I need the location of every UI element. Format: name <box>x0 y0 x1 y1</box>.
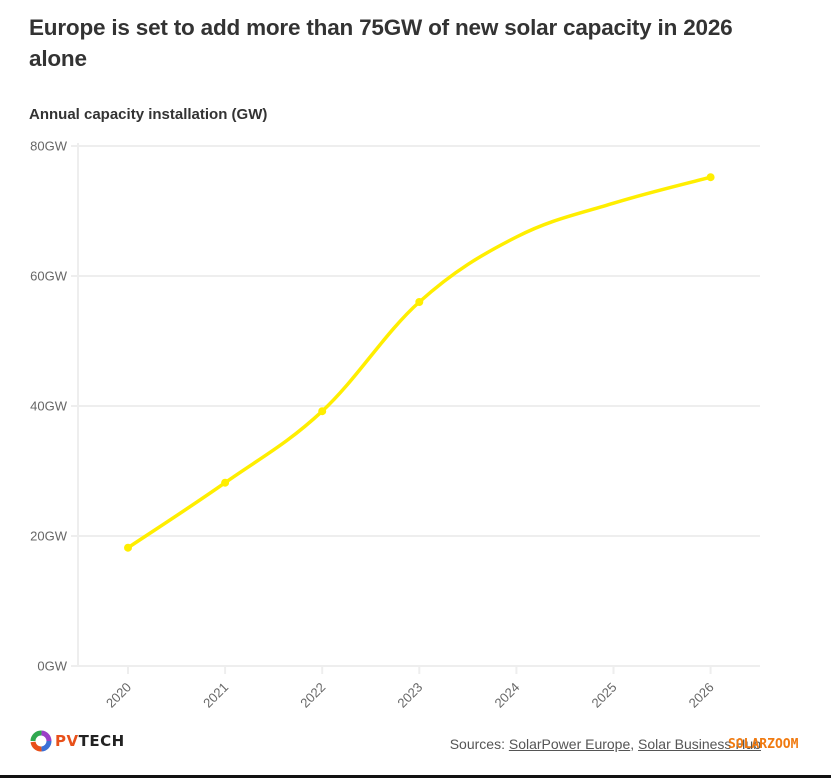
x-axis-ticks: 2020 2021 2022 2023 2024 2025 2026 <box>103 666 717 711</box>
x-tick-label: 2025 <box>589 680 620 711</box>
x-tick-label: 2022 <box>297 680 328 711</box>
sources-line: Sources: SolarPower Europe, Solar Busine… <box>450 736 761 752</box>
x-tick-label: 2026 <box>686 680 717 711</box>
pvtech-logo-text: PVTECH <box>55 732 125 750</box>
source-link-solarpower-europe[interactable]: SolarPower Europe <box>508 736 631 752</box>
x-tick-label: 2021 <box>200 680 231 711</box>
solarzoom-watermark: SOLARZOOM <box>728 737 799 752</box>
pvtech-logo-icon <box>30 730 52 752</box>
x-tick-label: 2024 <box>491 680 522 711</box>
pvtech-logo: PVTECH <box>30 730 125 752</box>
y-tick-label: 80GW <box>30 139 68 154</box>
series-line <box>126 175 713 550</box>
y-tick-label: 20GW <box>30 529 68 544</box>
y-tick-label: 40GW <box>30 399 68 414</box>
data-point <box>318 407 327 416</box>
chart-title: Europe is set to add more than 75GW of n… <box>29 15 733 71</box>
source-link-solar-business-hub[interactable]: Solar Business Hub <box>638 736 761 752</box>
data-point <box>124 543 132 552</box>
series-group <box>124 173 715 552</box>
y-tick-label: 60GW <box>30 269 68 284</box>
y-tick-label: 0GW <box>37 659 67 674</box>
data-point <box>415 298 424 306</box>
x-tick-label: 2023 <box>394 680 425 711</box>
sources-separator: , <box>630 736 639 752</box>
chart-subtitle: Annual capacity installation (GW) <box>29 106 268 123</box>
logo-pv: PV <box>55 732 79 750</box>
data-point <box>706 173 715 182</box>
x-tick-label: 2020 <box>103 680 134 711</box>
line-chart: 0GW 20GW 40GW 60GW 80GW 2020 2021 2022 2023 2024… <box>30 139 760 711</box>
data-point <box>221 478 230 487</box>
y-axis-ticks: 0GW 20GW 40GW 60GW 80GW <box>30 139 68 674</box>
logo-tech: TECH <box>78 732 125 750</box>
gridlines <box>71 143 760 667</box>
bottom-divider <box>0 775 831 778</box>
sources-prefix: Sources: <box>449 736 509 752</box>
